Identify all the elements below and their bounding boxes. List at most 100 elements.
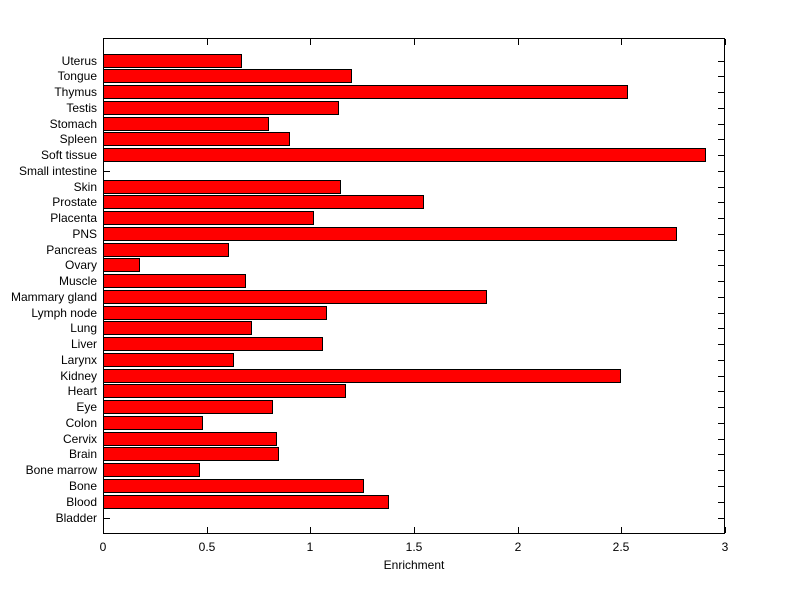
y-tick-right [718,202,724,203]
x-tick-bottom [414,527,415,533]
bar [103,495,389,509]
bar [103,447,279,461]
bar [103,369,621,383]
bar [103,85,628,99]
x-axis-title: Enrichment [383,558,445,572]
y-axis-category-label: Cervix [62,432,97,446]
y-axis-category-label: Mammary gland [10,290,97,304]
y-axis-category-label: Soft tissue [40,148,97,162]
bar [103,211,314,225]
x-tick-top [725,39,726,45]
y-tick-right [718,439,724,440]
bar [103,148,706,162]
y-tick-right [718,155,724,156]
y-tick-right [718,76,724,77]
y-tick-right [718,344,724,345]
y-tick-right [718,328,724,329]
bar [103,479,364,493]
y-axis-category-label: Thymus [54,85,97,99]
y-tick-right [718,187,724,188]
y-tick-right [718,454,724,455]
x-tick-label: 1.5 [405,540,423,554]
bar [103,180,341,194]
y-axis-category-label: Colon [65,416,97,430]
y-tick-right [718,281,724,282]
y-axis-category-label: Larynx [60,353,97,367]
bar [103,353,234,367]
bar [103,243,229,257]
y-axis-category-label: Bladder [55,511,97,525]
y-tick-right [718,250,724,251]
y-tick-right [718,313,724,314]
y-tick-right [718,92,724,93]
y-tick-right [718,376,724,377]
y-axis-category-label: Lung [70,321,97,335]
bar [103,274,246,288]
x-tick-label: 2 [514,540,522,554]
y-axis-category-label: Pancreas [46,243,97,257]
bar [103,195,424,209]
bar [103,384,346,398]
y-axis-category-label: Placenta [50,211,97,225]
y-axis-category-label: Testis [66,101,97,115]
bar [103,416,203,430]
bar [103,227,677,241]
y-tick-right [718,423,724,424]
bar [103,321,252,335]
x-tick-top [207,39,208,45]
y-tick-right [718,139,724,140]
x-tick-top [310,39,311,45]
y-axis-category-label: Spleen [59,132,97,146]
x-tick-bottom [621,527,622,533]
bar [103,400,273,414]
y-axis-category-label: Prostate [52,195,97,209]
y-axis-category-label: Small intestine [18,164,97,178]
bar [103,132,290,146]
bar [103,101,339,115]
y-axis-category-label: Muscle [58,274,97,288]
y-axis-category-label: Bone marrow [25,463,97,477]
y-axis-category-label: Blood [66,495,97,509]
y-axis-category-label: Stomach [49,117,97,131]
bar [103,258,140,272]
y-axis-category-label: Bone [68,479,97,493]
y-tick-right [718,61,724,62]
bar [103,306,327,320]
x-tick-label: 1 [306,540,314,554]
x-tick-top [621,39,622,45]
y-tick-left [104,518,110,519]
y-axis-category-label: Liver [70,337,97,351]
y-axis-category-label: Brain [68,447,97,461]
y-axis-category-label: Kidney [60,369,97,383]
y-tick-right [718,407,724,408]
bar [103,463,200,477]
y-tick-right [718,108,724,109]
bar [103,290,487,304]
x-tick-top [518,39,519,45]
y-tick-right [718,265,724,266]
bar [103,54,242,68]
y-tick-right [718,234,724,235]
bar [103,432,277,446]
x-tick-top [414,39,415,45]
x-tick-label: 0.5 [198,540,216,554]
y-axis-category-label: Skin [73,180,97,194]
y-axis-category-label: Eye [76,400,97,414]
x-tick-label: 3 [721,540,729,554]
y-axis-category-label: Ovary [64,258,97,272]
y-tick-left [104,171,110,172]
y-tick-right [718,218,724,219]
y-axis-category-label: Tongue [57,69,97,83]
x-tick-label: 0 [99,540,107,554]
x-tick-bottom [310,527,311,533]
y-tick-right [718,486,724,487]
x-tick-bottom [518,527,519,533]
y-tick-right [718,502,724,503]
x-tick-top [103,39,104,45]
y-tick-right [718,297,724,298]
bar [103,337,323,351]
y-tick-right [718,360,724,361]
y-tick-right [718,391,724,392]
y-axis-category-label: Heart [67,384,97,398]
